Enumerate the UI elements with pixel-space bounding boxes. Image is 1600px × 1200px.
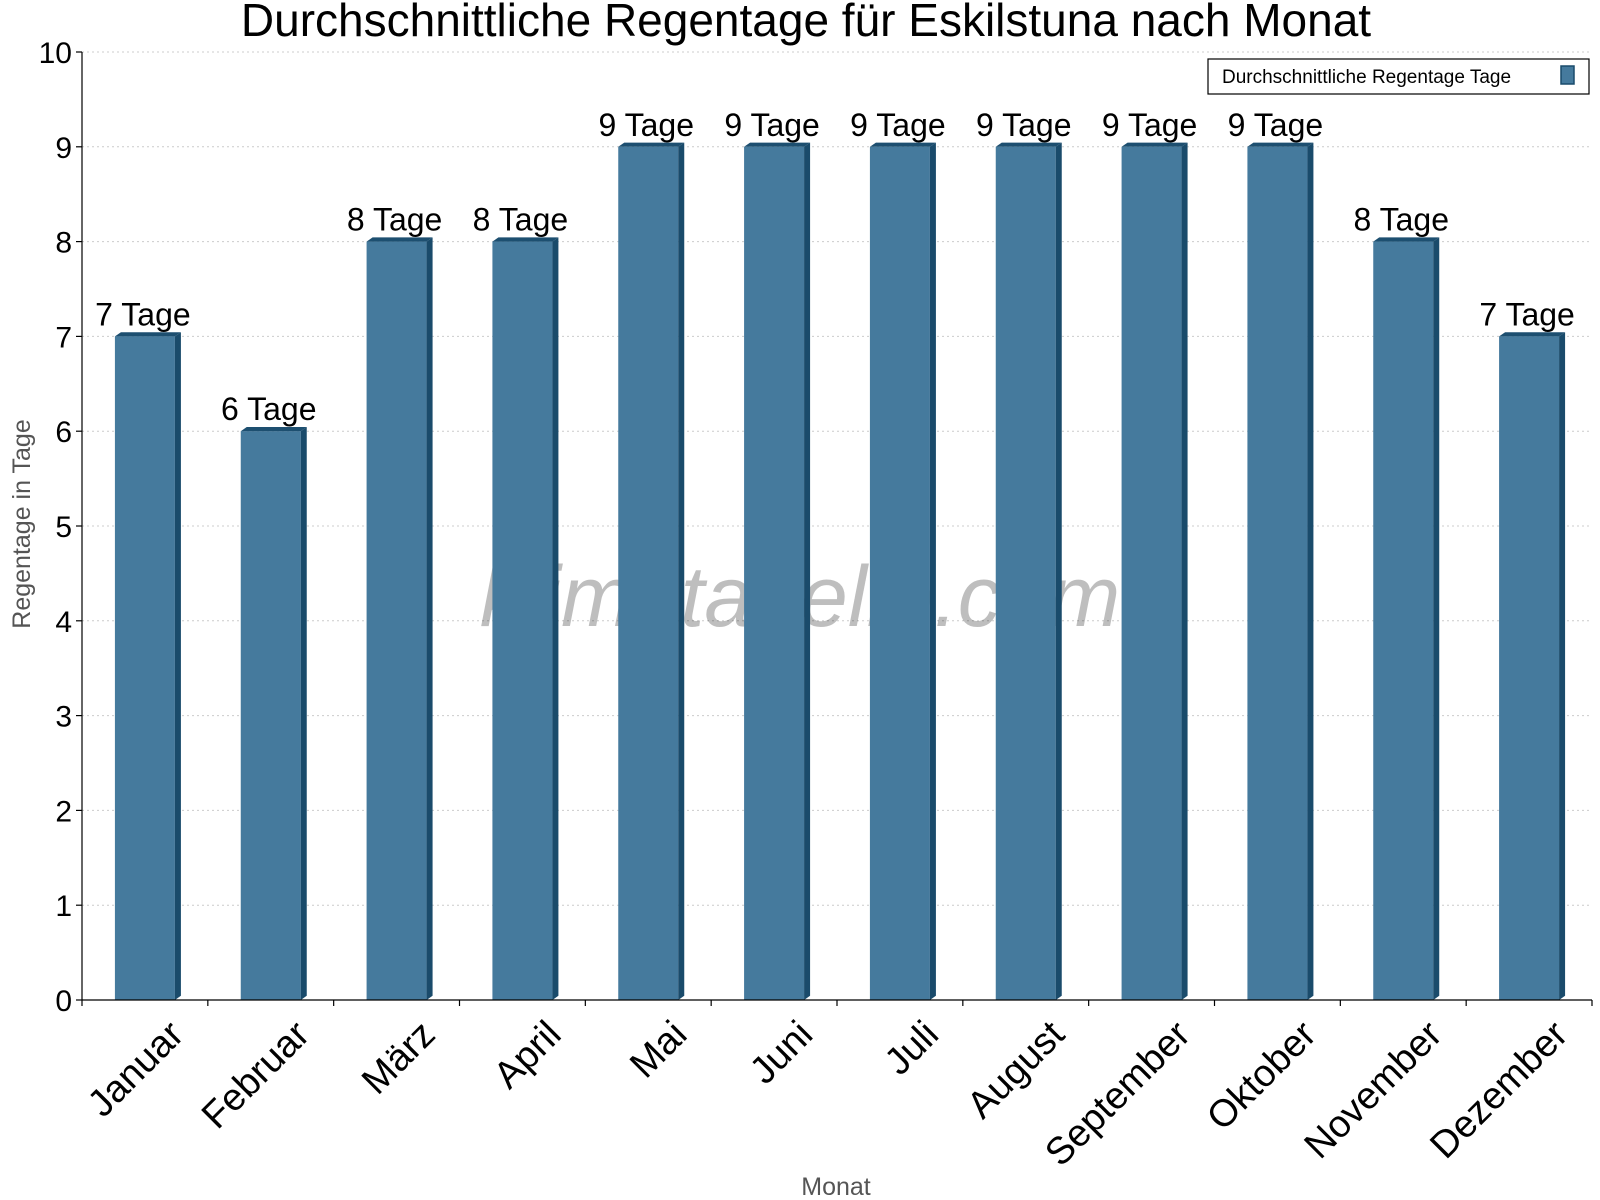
data-label-0: 7 Tage bbox=[95, 296, 191, 332]
y-tick-labels: 0 1 2 3 4 5 6 7 8 9 10 bbox=[39, 37, 72, 1018]
x-tick-label-4: Mai bbox=[622, 1013, 695, 1086]
bar-top-10 bbox=[1373, 237, 1440, 242]
bar-side-0 bbox=[174, 332, 181, 1000]
gridlines bbox=[82, 51, 1592, 906]
y-tick-label-1: 1 bbox=[55, 890, 72, 923]
bar-top-2 bbox=[366, 237, 433, 242]
bars bbox=[114, 142, 1566, 1001]
y-tick-label-2: 2 bbox=[55, 795, 72, 828]
bar-front-4 bbox=[618, 146, 679, 1001]
bar-top-0 bbox=[114, 332, 181, 337]
data-label-7: 9 Tage bbox=[976, 107, 1072, 143]
data-label-1: 6 Tage bbox=[221, 391, 317, 427]
bar-0 bbox=[114, 332, 181, 1000]
bar-front-0 bbox=[114, 336, 175, 1000]
bar-3 bbox=[492, 237, 559, 1001]
bar-4 bbox=[618, 142, 685, 1001]
axes bbox=[76, 51, 1593, 1006]
bar-6 bbox=[869, 142, 936, 1001]
y-tick-label-3: 3 bbox=[55, 701, 72, 734]
x-tick-label-1: Februar bbox=[194, 1013, 318, 1137]
bar-7 bbox=[995, 142, 1062, 1001]
bar-side-10 bbox=[1433, 237, 1440, 1000]
x-axis-title: Monat bbox=[801, 1173, 871, 1200]
bar-front-7 bbox=[995, 146, 1056, 1001]
chart-title: Durchschnittliche Regentage für Eskilstu… bbox=[241, 0, 1371, 46]
bar-5 bbox=[744, 142, 811, 1001]
x-tick-label-10: November bbox=[1297, 1013, 1451, 1167]
bar-front-8 bbox=[1121, 146, 1182, 1001]
x-tick-label-11: Dezember bbox=[1422, 1013, 1576, 1167]
bar-front-5 bbox=[744, 146, 805, 1001]
data-label-8: 9 Tage bbox=[1102, 107, 1198, 143]
data-labels: 7 Tage 6 Tage 8 Tage 8 Tage 9 Tage 9 Tage 9 Ta… bbox=[95, 107, 1575, 427]
bar-front-6 bbox=[869, 146, 930, 1001]
bar-top-4 bbox=[618, 142, 685, 147]
legend-box bbox=[1207, 58, 1590, 95]
y-axis-title: Regentage in Tage bbox=[8, 419, 36, 628]
bar-top-6 bbox=[869, 142, 936, 147]
y-tick-label-6: 6 bbox=[55, 416, 72, 449]
y-tick-label-5: 5 bbox=[55, 511, 72, 544]
bar-front-11 bbox=[1499, 336, 1560, 1000]
data-label-2: 8 Tage bbox=[347, 202, 443, 238]
bar-top-5 bbox=[744, 142, 811, 147]
bar-front-2 bbox=[366, 241, 427, 1001]
x-tick-label-2: März bbox=[354, 1013, 443, 1102]
bar-top-11 bbox=[1499, 332, 1566, 337]
bar-11 bbox=[1499, 332, 1566, 1000]
x-tick-label-5: Juni bbox=[742, 1013, 821, 1092]
data-label-3: 8 Tage bbox=[473, 202, 569, 238]
bar-10 bbox=[1373, 237, 1440, 1001]
data-label-4: 9 Tage bbox=[599, 107, 695, 143]
bar-side-8 bbox=[1181, 142, 1188, 1001]
bar-side-3 bbox=[552, 237, 559, 1000]
legend-label: Durchschnittliche Regentage Tage bbox=[1222, 67, 1511, 88]
x-tick-label-7: August bbox=[959, 1013, 1073, 1127]
data-label-5: 9 Tage bbox=[724, 107, 820, 143]
bar-side-9 bbox=[1307, 142, 1314, 1001]
legend: Durchschnittliche Regentage Tage bbox=[1207, 58, 1590, 95]
x-tick-label-9: Oktober bbox=[1199, 1013, 1325, 1139]
bar-side-11 bbox=[1559, 332, 1566, 1000]
bar-top-7 bbox=[995, 142, 1062, 147]
bar-1 bbox=[240, 427, 307, 1000]
bar-side-1 bbox=[300, 427, 307, 1000]
bar-front-10 bbox=[1373, 241, 1434, 1001]
bar-2 bbox=[366, 237, 433, 1001]
x-tick-labels: Januar Februar März April Mai Juni Juli AugustS… bbox=[80, 1013, 1576, 1174]
bar-top-8 bbox=[1121, 142, 1188, 147]
x-tick-label-6: Juli bbox=[877, 1013, 947, 1083]
y-tick-label-0: 0 bbox=[55, 985, 72, 1018]
y-tick-label-9: 9 bbox=[55, 132, 72, 165]
data-label-9: 9 Tage bbox=[1228, 107, 1324, 143]
legend-swatch bbox=[1560, 65, 1575, 85]
bar-side-7 bbox=[1055, 142, 1062, 1001]
bar-side-4 bbox=[678, 142, 685, 1001]
bar-side-2 bbox=[426, 237, 433, 1000]
x-tick-label-3: April bbox=[486, 1013, 569, 1096]
bar-top-1 bbox=[240, 427, 307, 432]
bar-top-3 bbox=[492, 237, 559, 242]
bar-front-3 bbox=[492, 241, 553, 1001]
x-tick-label-0: Januar bbox=[80, 1013, 192, 1125]
bar-9 bbox=[1247, 142, 1314, 1001]
bar-8 bbox=[1121, 142, 1188, 1001]
data-label-10: 8 Tage bbox=[1354, 202, 1450, 238]
bar-top-9 bbox=[1247, 142, 1314, 147]
y-tick-label-4: 4 bbox=[55, 606, 72, 639]
bar-front-9 bbox=[1247, 146, 1308, 1001]
y-tick-label-7: 7 bbox=[55, 321, 72, 354]
y-tick-label-10: 10 bbox=[39, 37, 72, 70]
bar-front-1 bbox=[240, 431, 301, 1000]
bar-side-5 bbox=[804, 142, 811, 1001]
data-label-11: 7 Tage bbox=[1479, 296, 1575, 332]
bar-side-6 bbox=[929, 142, 936, 1001]
data-label-6: 9 Tage bbox=[850, 107, 946, 143]
y-tick-label-8: 8 bbox=[55, 227, 72, 260]
